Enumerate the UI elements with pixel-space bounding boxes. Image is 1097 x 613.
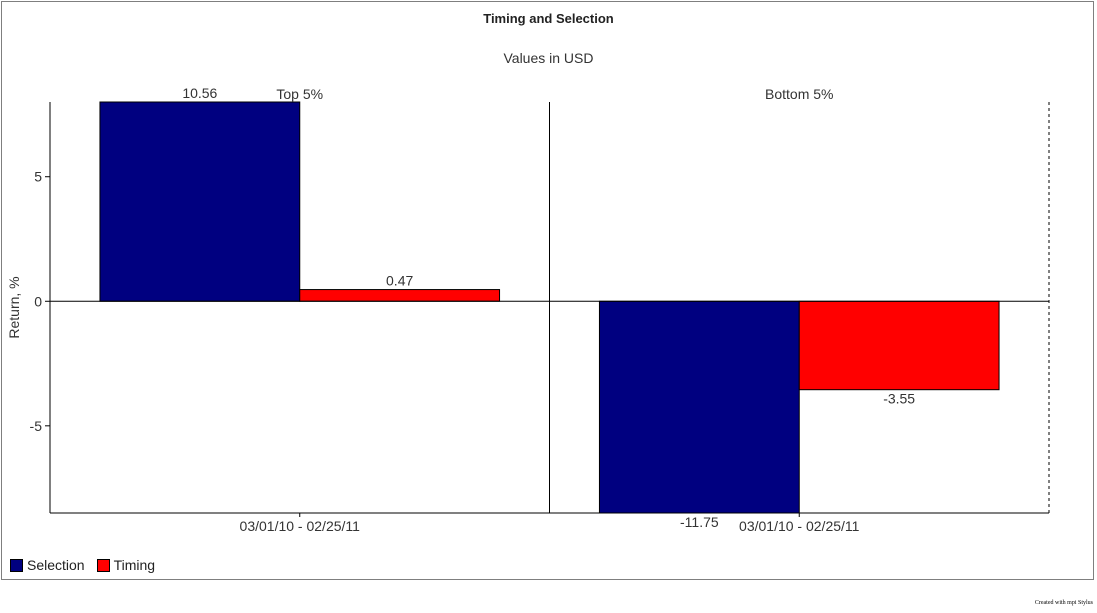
- data-label-selection-1: -11.75: [680, 514, 719, 530]
- y-axis-label: Return, %: [6, 276, 22, 338]
- legend-swatch-selection: [10, 558, 23, 572]
- y-tick-label: -5: [30, 418, 43, 434]
- chart-subtitle: Values in USD: [503, 50, 594, 66]
- legend-label-selection: Selection: [27, 557, 85, 573]
- legend-label-timing: Timing: [113, 557, 156, 573]
- data-label-selection-0: 10.56: [182, 85, 217, 101]
- legend-item-timing: Timing: [96, 557, 156, 573]
- panel-title-1: Bottom 5%: [765, 86, 833, 102]
- bar-bottom-5--timing: [798, 300, 1000, 391]
- y-tick-label: 0: [34, 293, 42, 309]
- bar-top-5--selection: [99, 101, 301, 302]
- bar-bottom-5--selection: [598, 300, 800, 514]
- category-label-1: 03/01/10 - 02/25/11: [739, 518, 860, 534]
- legend-swatch-timing: [96, 558, 110, 572]
- category-label-0: 03/01/10 - 02/25/11: [240, 518, 361, 534]
- legend: Selection Timing: [10, 557, 167, 573]
- y-tick-label: 5: [34, 169, 42, 185]
- chart-title: Timing and Selection: [483, 11, 614, 26]
- panel-title-0: Top 5%: [276, 86, 323, 102]
- chart-frame: [1, 1, 1094, 580]
- legend-item-selection: Selection: [10, 557, 85, 573]
- data-label-timing-1: -3.55: [883, 391, 915, 407]
- bar-top-5--timing: [299, 289, 501, 302]
- data-label-timing-0: 0.47: [386, 273, 413, 289]
- credit-text: Created with mpi Stylus: [1034, 600, 1093, 606]
